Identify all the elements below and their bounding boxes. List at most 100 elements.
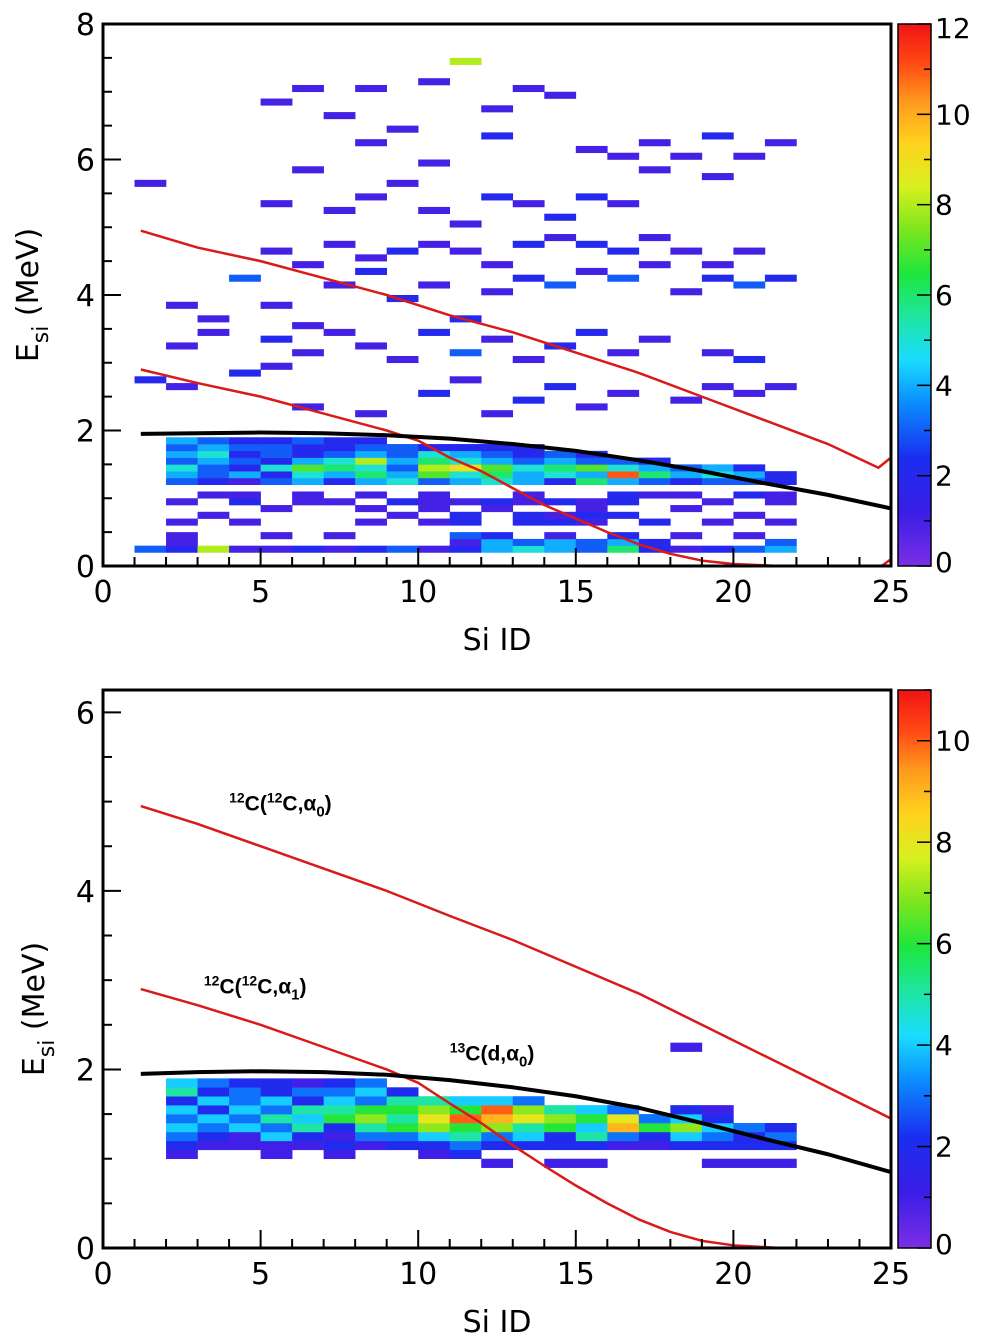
top-heatmap-bin (166, 301, 198, 309)
top-heatmap-bin (701, 498, 734, 506)
reaction-label-0: 12C(12C,α0) (229, 790, 332, 821)
bottom-y-tick-label: 0 (76, 1232, 95, 1267)
top-heatmap-bin (386, 464, 419, 472)
bottom-heatmap-bin (481, 1096, 514, 1106)
top-heatmap-bin (449, 457, 482, 465)
top-heatmap-bin (229, 518, 261, 526)
top-heatmap-bin (449, 545, 482, 553)
top-heatmap-bin (166, 342, 198, 350)
top-heatmap-bin (607, 491, 640, 499)
bottom-heatmap-bin (575, 1158, 608, 1168)
top-heatmap-bin (197, 511, 230, 519)
top-heatmap-bin (418, 464, 451, 472)
top-heatmap-bin (449, 538, 482, 546)
top-heatmap-bin (512, 498, 545, 506)
bottom-heatmap-bin (166, 1140, 198, 1151)
top-heatmap-bin (733, 281, 766, 289)
top-colorbar-label: 8 (935, 189, 953, 222)
bottom-heatmap-bin (292, 1131, 324, 1142)
top-y-axis-title: Esi (MeV) (11, 228, 54, 362)
top-heatmap-bin (544, 471, 577, 479)
bottom-heatmap-bin (544, 1105, 577, 1115)
bottom-heatmap-bin (575, 1131, 608, 1142)
bottom-y-axis-title-sub: si (35, 1040, 60, 1058)
bottom-heatmap-bin (449, 1105, 482, 1115)
top-heatmap-bin (481, 457, 514, 465)
bottom-heatmap-bin (292, 1105, 324, 1115)
top-heatmap-bin (449, 57, 482, 65)
bottom-heatmap-bin (418, 1123, 451, 1133)
top-heatmap-bin (197, 444, 230, 452)
top-heatmap-bin (292, 471, 324, 479)
top-heatmap-bin (481, 288, 514, 296)
top-heatmap-bin (355, 84, 387, 93)
top-heatmap-bin (229, 450, 261, 458)
bottom-heatmap-bin (544, 1123, 577, 1133)
top-y-axis-title-unit: (MeV) (11, 228, 46, 326)
bottom-heatmap-bin (323, 1140, 356, 1151)
top-heatmap-bin (512, 450, 545, 458)
top-heatmap-bin (481, 505, 514, 513)
top-heatmap-bin (323, 457, 356, 465)
top-heatmap-bin (229, 274, 261, 282)
top-heatmap-bin (701, 383, 734, 391)
bottom-heatmap-bin (481, 1158, 514, 1168)
top-heatmap-bin (764, 471, 797, 479)
top-heatmap-bin (638, 491, 671, 499)
top-heatmap-bin (166, 444, 198, 452)
top-heatmap-bin (764, 538, 797, 546)
top-heatmap-bin (418, 545, 451, 553)
bottom-heatmap-bin (607, 1140, 640, 1151)
top-heatmap-bin (607, 471, 640, 479)
top-heatmap-bin (481, 450, 514, 458)
bottom-heatmap-bin (607, 1123, 640, 1133)
top-heatmap-bin (355, 491, 387, 499)
top-y-axis-title-sub: si (29, 326, 54, 344)
top-heatmap-bin (292, 403, 324, 411)
top-heatmap-bin (607, 545, 640, 553)
top-heatmap-bin (260, 200, 293, 208)
bottom-heatmap-bin (670, 1123, 703, 1133)
top-heatmap-bin (764, 139, 797, 147)
top-heatmap-bin (323, 498, 356, 506)
bottom-heatmap-bin (323, 1114, 356, 1124)
top-heatmap-bin (260, 450, 293, 458)
top-heatmap-bin (197, 328, 230, 336)
bottom-colorbar-label: 10 (935, 725, 971, 758)
top-heatmap-bin (481, 477, 514, 485)
bottom-heatmap-bin (292, 1078, 324, 1088)
bottom-colorbar-label: 8 (935, 826, 953, 859)
top-heatmap-bin (386, 179, 419, 187)
top-heatmap-bin (481, 538, 514, 546)
top-heatmap-bin (418, 281, 451, 289)
top-heatmap-bin (260, 335, 293, 343)
top-heatmap-bin (544, 532, 577, 540)
bottom-colorbar: 0 2 4 6 8 10 (897, 689, 971, 1261)
top-heatmap-bin (701, 132, 734, 140)
bottom-heatmap-bin (292, 1114, 324, 1124)
top-heatmap-bin (481, 471, 514, 479)
top-heatmap-bin (544, 383, 577, 391)
top-heatmap-bin (418, 444, 451, 452)
bottom-heatmap-bin (323, 1087, 356, 1097)
bottom-heatmap-bin (449, 1131, 482, 1142)
top-heatmap-bin (418, 159, 451, 167)
top-heatmap-bin (512, 240, 545, 248)
bottom-heatmap-bin (386, 1131, 419, 1142)
top-heatmap-bin (355, 437, 387, 445)
top-y-axis-title-main: E (11, 343, 46, 362)
top-axes: 0 5 10 15 20 25 0 2 4 6 8 (76, 8, 910, 610)
bottom-heatmap-bin (607, 1114, 640, 1124)
top-heatmap-bin (166, 383, 198, 391)
top-heatmap-bin (260, 545, 293, 553)
bottom-heatmap-bin (575, 1114, 608, 1124)
top-heatmap-bin (512, 518, 545, 526)
bottom-heatmap-bin (260, 1096, 293, 1106)
bottom-heatmap-bin (512, 1105, 545, 1115)
top-heatmap-bin (575, 538, 608, 546)
top-heatmap-bin (449, 247, 482, 255)
bottom-heatmap-bin (260, 1114, 293, 1124)
top-heatmap-bin (764, 498, 797, 506)
bottom-heatmap-bin (323, 1131, 356, 1142)
